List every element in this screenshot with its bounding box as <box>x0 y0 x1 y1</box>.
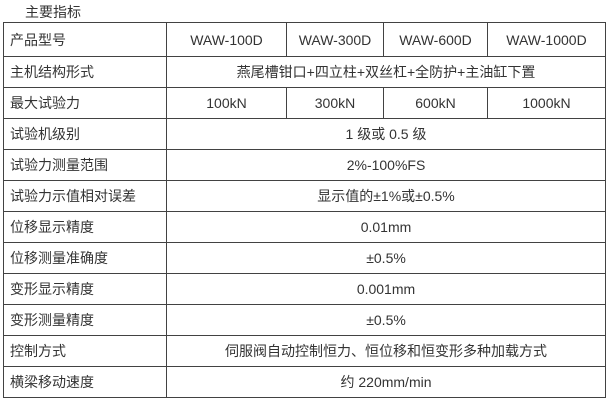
spec-label: 变形测量精度 <box>3 304 167 336</box>
spec-value: WAW-100D <box>166 22 287 57</box>
spec-label: 产品型号 <box>3 22 167 57</box>
spec-value: ±0.5% <box>166 242 606 274</box>
spec-value: 0.001mm <box>166 273 606 305</box>
spec-table: 产品型号 WAW-100D WAW-300D WAW-600D WAW-1000… <box>3 22 606 398</box>
table-row-control-mode: 控制方式 伺服阀自动控制恒力、恒位移和恒变形多种加载方式 <box>3 335 606 367</box>
table-row-max-force: 最大试验力 100kN 300kN 600kN 1000kN <box>3 87 606 119</box>
table-row-crosshead-speed: 横梁移动速度 约 220mm/min <box>3 366 606 398</box>
spec-value: WAW-300D <box>286 22 384 57</box>
spec-label: 变形显示精度 <box>3 273 167 305</box>
spec-label: 试验机级别 <box>3 118 167 150</box>
spec-label: 主机结构形式 <box>3 56 167 88</box>
spec-label: 位移显示精度 <box>3 211 167 243</box>
table-row-structure: 主机结构形式 燕尾槽钳口+四立柱+双丝杠+全防护+主油缸下置 <box>3 56 606 88</box>
table-row-machine-class: 试验机级别 1 级或 0.5 级 <box>3 118 606 150</box>
spec-label: 最大试验力 <box>3 87 167 119</box>
spec-value: ±0.5% <box>166 304 606 336</box>
table-row-force-range: 试验力测量范围 2%-100%FS <box>3 149 606 181</box>
spec-value: WAW-600D <box>383 22 488 57</box>
spec-label: 试验力示值相对误差 <box>3 180 167 212</box>
table-row-deformation-resolution: 变形显示精度 0.001mm <box>3 273 606 305</box>
spec-value: 伺服阀自动控制恒力、恒位移和恒变形多种加载方式 <box>166 335 606 367</box>
spec-value: 600kN <box>383 87 488 119</box>
spec-value: 1 级或 0.5 级 <box>166 118 606 150</box>
spec-value: 0.01mm <box>166 211 606 243</box>
page-title: 主要指标 <box>25 4 81 20</box>
spec-value: 1000kN <box>487 87 606 119</box>
spec-label: 试验力测量范围 <box>3 149 167 181</box>
spec-label: 控制方式 <box>3 335 167 367</box>
spec-value: 2%-100%FS <box>166 149 606 181</box>
spec-value: 约 220mm/min <box>166 366 606 398</box>
spec-label: 位移测量准确度 <box>3 242 167 274</box>
table-row-displacement-accuracy: 位移测量准确度 ±0.5% <box>3 242 606 274</box>
table-row-product-model: 产品型号 WAW-100D WAW-300D WAW-600D WAW-1000… <box>3 22 606 57</box>
spec-value: 显示值的±1%或±0.5% <box>166 180 606 212</box>
spec-value: 300kN <box>286 87 384 119</box>
table-row-deformation-accuracy: 变形测量精度 ±0.5% <box>3 304 606 336</box>
table-row-displacement-resolution: 位移显示精度 0.01mm <box>3 211 606 243</box>
table-row-force-error: 试验力示值相对误差 显示值的±1%或±0.5% <box>3 180 606 212</box>
spec-label: 横梁移动速度 <box>3 366 167 398</box>
spec-value: 100kN <box>166 87 287 119</box>
spec-value: WAW-1000D <box>487 22 606 57</box>
spec-value: 燕尾槽钳口+四立柱+双丝杠+全防护+主油缸下置 <box>166 56 606 88</box>
